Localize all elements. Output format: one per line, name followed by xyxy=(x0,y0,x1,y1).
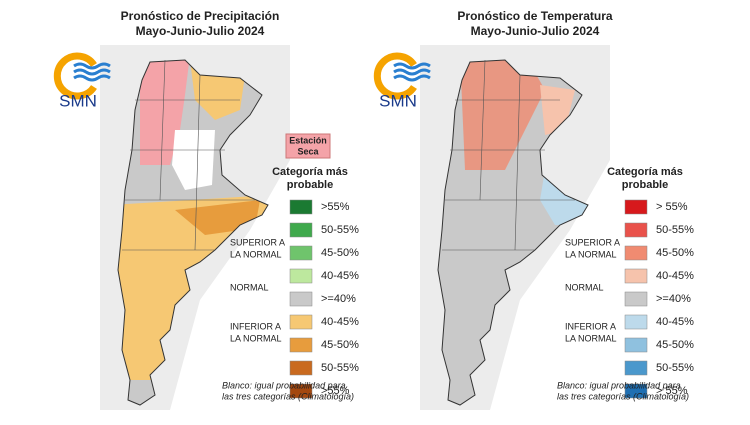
legend-title: probable xyxy=(287,179,333,191)
legend-label: >55% xyxy=(321,385,350,397)
badge-text: Seca xyxy=(297,146,319,156)
group-label: LA NORMAL xyxy=(565,333,617,343)
country-outline xyxy=(117,59,269,406)
group-label: INFERIOR A xyxy=(565,321,616,331)
legend-swatch xyxy=(289,360,313,376)
legend-swatch xyxy=(289,383,313,399)
logo-text: SMN xyxy=(59,91,97,110)
legend-label: 45-50% xyxy=(321,247,359,259)
legend-swatch xyxy=(289,245,313,261)
legend-label: >=40% xyxy=(656,293,691,305)
group-label: LA NORMAL xyxy=(230,333,282,343)
country-outline xyxy=(437,59,589,406)
logo-wave xyxy=(73,62,111,70)
legend-label: 50-55% xyxy=(321,362,359,374)
badge-text: Estación xyxy=(289,135,327,145)
logo-wave xyxy=(73,74,111,82)
legend-swatch xyxy=(624,222,648,238)
group-label: LA NORMAL xyxy=(565,249,617,259)
province-borders xyxy=(122,59,255,251)
legend-swatch xyxy=(289,222,313,238)
logo-wave xyxy=(393,68,431,76)
legend-swatch xyxy=(289,199,313,215)
legend-swatch xyxy=(624,314,648,330)
legend-swatch xyxy=(289,314,313,330)
map-above xyxy=(460,60,545,170)
legend-swatch xyxy=(289,268,313,284)
note: Blanco: igual probabilidad para xyxy=(222,380,346,390)
legend-swatch xyxy=(624,268,648,284)
legend-swatch xyxy=(624,360,648,376)
logo-ring xyxy=(53,52,97,100)
legend-label: >=40% xyxy=(321,293,356,305)
group-label: SUPERIOR A xyxy=(230,237,285,247)
panel-title: Mayo-Junio-Julio 2024 xyxy=(471,24,600,38)
legend-label: 45-50% xyxy=(656,339,694,351)
logo-text: SMN xyxy=(379,91,417,110)
legend-label: 40-45% xyxy=(656,270,694,282)
panel-title: Pronóstico de Temperatura xyxy=(457,9,612,23)
legend-swatch xyxy=(624,337,648,353)
legend-label: 45-50% xyxy=(321,339,359,351)
map-white xyxy=(172,130,215,190)
group-label: NORMAL xyxy=(230,282,269,292)
note: Blanco: igual probabilidad para xyxy=(557,380,681,390)
legend-label: 50-55% xyxy=(656,224,694,236)
season-badge xyxy=(285,133,331,159)
logo-wave xyxy=(73,68,111,76)
group-label: INFERIOR A xyxy=(230,321,281,331)
logo-wave xyxy=(393,74,431,82)
legend-title: Categoría más xyxy=(272,166,348,178)
legend-swatch xyxy=(289,291,313,307)
group-label: NORMAL xyxy=(565,282,604,292)
legend-swatch xyxy=(624,245,648,261)
note: las tres categorías (Climatología) xyxy=(222,391,354,401)
legend-label: 40-45% xyxy=(321,316,359,328)
group-label: SUPERIOR A xyxy=(565,237,620,247)
legend-title: Categoría más xyxy=(607,166,683,178)
province-borders xyxy=(442,59,575,251)
legend-swatch xyxy=(624,291,648,307)
note: las tres categorías (Climatología) xyxy=(557,391,689,401)
legend-swatch xyxy=(289,337,313,353)
legend-swatch xyxy=(624,383,648,399)
legend-swatch xyxy=(624,199,648,215)
legend-label: 40-45% xyxy=(656,316,694,328)
panel-title: Mayo-Junio-Julio 2024 xyxy=(136,24,265,38)
legend-label: 45-50% xyxy=(656,247,694,259)
panel-title: Pronóstico de Precipitación xyxy=(121,9,280,23)
legend-title: probable xyxy=(622,179,668,191)
legend-label: >55% xyxy=(321,201,350,213)
group-label: LA NORMAL xyxy=(230,249,282,259)
legend-label: > 55% xyxy=(656,201,688,213)
logo-ring xyxy=(373,52,417,100)
legend-label: > 55% xyxy=(656,385,688,397)
legend-label: 50-55% xyxy=(321,224,359,236)
logo-wave xyxy=(393,62,431,70)
legend-label: 50-55% xyxy=(656,362,694,374)
legend-label: 40-45% xyxy=(321,270,359,282)
